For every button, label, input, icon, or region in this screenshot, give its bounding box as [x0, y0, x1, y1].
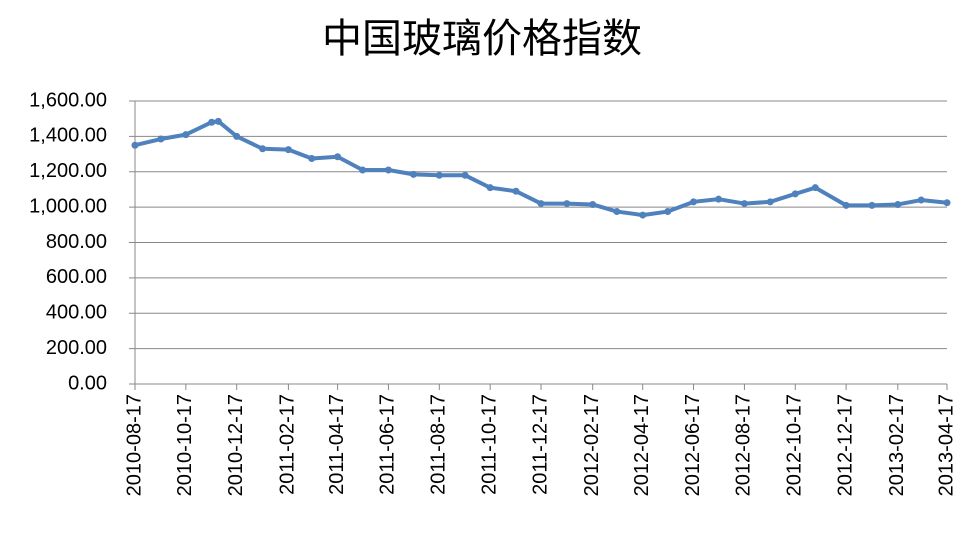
data-point	[613, 208, 621, 216]
x-tick-label: 2013-04-17	[935, 394, 957, 496]
y-tick-label: 0.00	[68, 372, 107, 394]
data-point	[461, 171, 469, 179]
data-point	[664, 208, 672, 216]
x-tick-label: 2012-06-17	[682, 394, 704, 496]
x-tick-label: 2012-04-17	[631, 394, 653, 496]
x-tick-label: 2011-06-17	[377, 394, 399, 495]
data-point	[639, 211, 647, 219]
data-point	[259, 145, 267, 153]
data-line	[134, 119, 948, 218]
data-point	[563, 200, 571, 208]
y-tick-label: 200.00	[46, 337, 107, 359]
x-tick-label: 2012-10-17	[784, 394, 806, 496]
data-point	[791, 190, 799, 198]
x-tick-label: 2011-02-17	[277, 394, 299, 495]
data-point	[589, 200, 597, 208]
data-point	[894, 200, 902, 208]
chart-title: 中国玻璃价格指数	[322, 17, 642, 61]
y-tick-label: 400.00	[46, 302, 107, 324]
data-point	[512, 187, 520, 195]
x-tick-label: 2011-12-17	[529, 394, 551, 495]
data-point	[435, 171, 443, 179]
data-point	[131, 141, 139, 149]
data-point	[766, 198, 774, 206]
x-tick-label: 2011-10-17	[478, 394, 500, 495]
x-tick-label: 2012-08-17	[733, 394, 755, 496]
y-tick-label: 1,600.00	[29, 89, 107, 111]
data-point	[208, 118, 216, 126]
data-point	[233, 132, 241, 140]
x-tick-label: 2011-08-17	[428, 394, 450, 495]
data-point	[811, 184, 819, 192]
data-point	[334, 153, 342, 161]
data-point	[157, 135, 165, 143]
data-point	[537, 200, 545, 208]
data-point	[486, 184, 494, 192]
data-point	[384, 166, 392, 174]
y-tick-label: 800.00	[46, 231, 107, 253]
data-point	[943, 199, 951, 207]
x-tick-label: 2012-02-17	[581, 394, 603, 496]
x-tick-label: 2010-08-17	[123, 394, 145, 496]
x-tick-label: 2013-02-17	[886, 394, 908, 496]
data-point	[690, 198, 698, 206]
data-point	[917, 196, 925, 204]
x-tick-label: 2010-10-17	[174, 394, 196, 496]
data-point	[284, 146, 292, 154]
y-tick-label: 1,200.00	[29, 160, 107, 182]
data-point	[359, 166, 367, 174]
data-point	[868, 201, 876, 209]
data-point	[214, 117, 222, 125]
data-point	[182, 131, 190, 139]
data-point	[740, 200, 748, 208]
data-point	[842, 201, 850, 209]
data-point	[715, 195, 723, 203]
y-tick-label: 600.00	[46, 266, 107, 288]
x-tick-label: 2012-12-17	[834, 394, 856, 496]
data-point	[409, 170, 417, 178]
y-tick-label: 1,000.00	[29, 195, 107, 217]
x-tick-label: 2011-04-17	[326, 394, 348, 495]
data-point	[308, 154, 316, 162]
y-tick-label: 1,400.00	[29, 125, 107, 147]
x-tick-label: 2010-12-17	[225, 394, 247, 496]
